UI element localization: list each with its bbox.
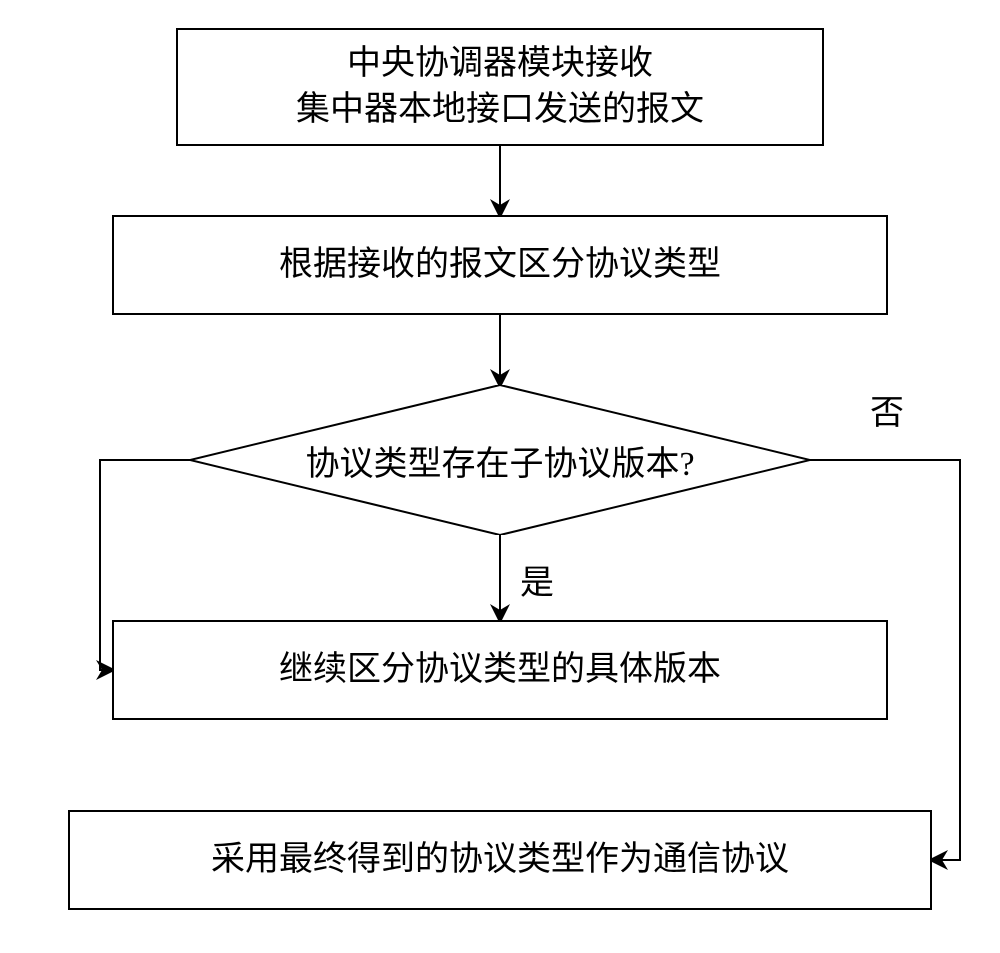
- node-receive-message: 中央协调器模块接收 集中器本地接口发送的报文: [176, 28, 824, 146]
- node-text: 根据接收的报文区分协议类型: [279, 242, 721, 288]
- branch-label-yes: 是: [520, 555, 554, 604]
- decision-text: 协议类型存在子协议版本?: [305, 436, 694, 485]
- branch-label-no: 否: [870, 385, 904, 434]
- node-text: 中央协调器模块接收: [347, 41, 653, 87]
- node-use-protocol: 采用最终得到的协议类型作为通信协议: [68, 810, 932, 910]
- flowchart-canvas: 中央协调器模块接收 集中器本地接口发送的报文 根据接收的报文区分协议类型 继续区…: [0, 0, 1000, 953]
- node-text: 集中器本地接口发送的报文: [296, 87, 704, 133]
- decision-has-subprotocol: 协议类型存在子协议版本?: [190, 385, 810, 535]
- node-text: 采用最终得到的协议类型作为通信协议: [211, 837, 789, 883]
- node-classify-version: 继续区分协议类型的具体版本: [112, 620, 888, 720]
- node-text: 继续区分协议类型的具体版本: [279, 647, 721, 693]
- node-classify-protocol: 根据接收的报文区分协议类型: [112, 215, 888, 315]
